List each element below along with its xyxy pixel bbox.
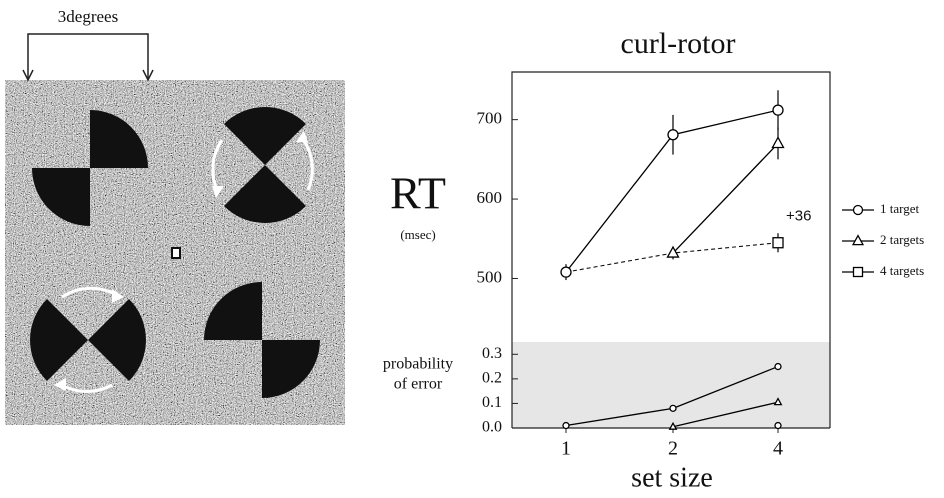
x-axis-title: set size	[631, 462, 713, 493]
x-tick-label: 2	[668, 438, 678, 460]
chart: curl-rotor set size RT (msec) probabilit…	[383, 27, 830, 493]
rt-unit: (msec)	[400, 227, 435, 242]
y-tick-label: 600	[477, 188, 503, 207]
chart-title: curl-rotor	[621, 27, 736, 60]
marker	[853, 236, 863, 245]
marker	[775, 364, 781, 370]
annotation: +36	[786, 208, 811, 225]
bracket-arrows	[23, 70, 153, 80]
marker	[773, 105, 783, 115]
scale-bracket	[28, 34, 148, 78]
marker	[563, 423, 569, 429]
marker	[854, 206, 863, 215]
fixation	[172, 248, 180, 258]
marker	[773, 137, 784, 147]
scale-label: 3degrees	[58, 7, 118, 26]
y-tick-label: 700	[477, 109, 503, 128]
marker	[775, 423, 781, 429]
y-tick-label: 0.2	[482, 370, 502, 387]
x-tick-label: 1	[561, 438, 571, 460]
error-label: probability	[383, 356, 453, 373]
y-tick-label: 500	[477, 267, 503, 286]
y-tick-label: 0.1	[482, 394, 502, 411]
legend-label: 2 targets	[880, 232, 924, 247]
marker	[668, 130, 678, 140]
x-tick-label: 4	[773, 438, 783, 460]
marker	[854, 268, 863, 277]
rt-label: RT	[390, 168, 446, 219]
stimulus: 3degrees	[5, 7, 345, 425]
error-panel-bg	[512, 342, 830, 428]
figure: 3degrees curl-rotor set size RT (msec) p…	[0, 0, 944, 493]
series-line	[673, 143, 778, 253]
error-label: of error	[394, 376, 443, 393]
marker	[670, 405, 676, 411]
y-tick-label: 0.0	[482, 419, 502, 436]
legend-label: 1 target	[880, 201, 919, 216]
y-tick-label: 0.3	[482, 345, 502, 362]
marker	[773, 238, 783, 248]
legend-label: 4 targets	[880, 263, 924, 278]
marker	[561, 267, 571, 277]
